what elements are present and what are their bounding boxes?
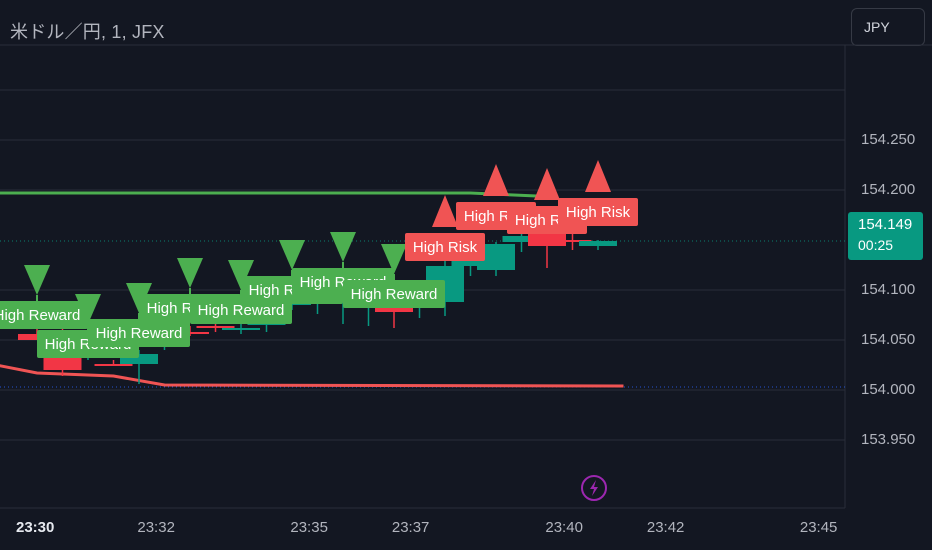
candle-body [120,354,158,364]
signal-arrow-up [483,164,509,196]
x-tick-label: 23:30 [16,519,55,536]
signal-arrow-up [432,195,458,227]
x-tick-label: 23:35 [290,519,328,536]
signal-box [405,233,485,261]
signal-label: High Reward [351,286,438,303]
current-price-tag: 154.149 00:25 [848,212,923,260]
chart-title: 米ドル／円, 1, JFX [10,22,165,42]
signal-arrow-down [330,232,356,262]
lower-band-line [0,364,624,388]
candle-body [94,364,133,366]
signal-box [558,198,638,226]
candle-body [196,326,235,328]
lightning-bolt-icon [590,480,598,496]
signal-label: High Reward [96,325,183,342]
y-tick-label: 154.250 [861,131,916,148]
signal-box [0,301,88,329]
signal-label: High Reward [198,302,285,319]
x-tick-label: 23:37 [391,519,430,536]
event-circle [581,475,607,501]
signal-label: High Reward [0,307,80,324]
upper-band-line [0,191,537,198]
signal-arrow-down [228,260,254,290]
x-tick-label: 23:42 [646,519,685,536]
y-tick-label: 154.100 [861,281,916,298]
dotted-price-levels [0,240,845,388]
signal-arrow-down [75,294,101,324]
x-tick-label: 23:32 [137,519,175,536]
signal-arrow-down [381,244,407,274]
y-tick-label: 153.950 [861,431,916,448]
signal-arrow-up [585,160,611,192]
current-price: 154.149 [858,216,913,233]
candles [18,230,617,384]
candle-body [528,234,566,246]
signal-arrow-up [534,168,560,200]
y-tick-label: 154.050 [861,331,916,348]
signal-arrow-down [177,258,203,288]
band-lines [0,191,624,388]
candle-body [451,259,490,266]
x-tick-label: 23:40 [545,519,583,536]
signal-labels: High Reward High Reward High Reward High Re… [0,160,638,358]
grid-lines [0,44,932,509]
signal-arrow-down [279,240,305,270]
bar-countdown: 00:25 [858,237,894,253]
signal-arrow-down [24,265,50,295]
event-marker[interactable] [581,475,607,501]
y-tick-label: 154.200 [861,181,916,198]
candle-body [502,236,541,242]
candle-body [222,328,260,330]
candle-body [553,240,592,242]
signal-box [343,280,445,308]
candle-body [579,241,617,246]
y-tick-label: 154.000 [861,381,916,398]
signal-box [88,319,190,347]
x-tick-label: 23:45 [799,519,838,536]
signal-label: High Risk [566,204,631,221]
signal-label: High Risk [413,239,478,256]
